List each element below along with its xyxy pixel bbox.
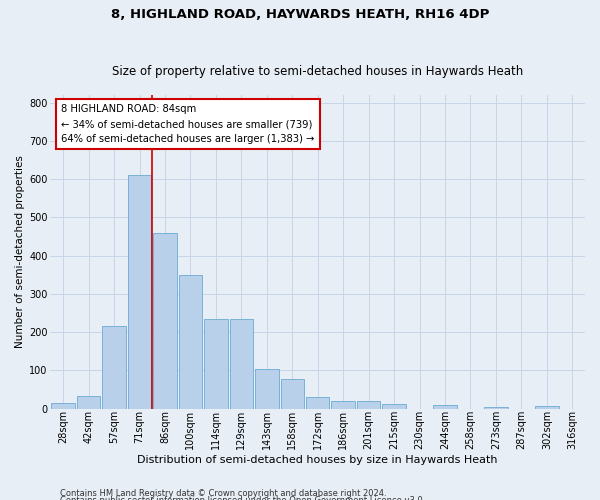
Text: 8, HIGHLAND ROAD, HAYWARDS HEATH, RH16 4DP: 8, HIGHLAND ROAD, HAYWARDS HEATH, RH16 4… (111, 8, 489, 20)
Bar (357, 401, 380, 408)
Title: Size of property relative to semi-detached houses in Haywards Heath: Size of property relative to semi-detach… (112, 66, 523, 78)
Bar (52, 403, 75, 408)
Text: Contains public sector information licensed under the Open Government Licence v3: Contains public sector information licen… (60, 496, 425, 500)
Y-axis label: Number of semi-detached properties: Number of semi-detached properties (15, 156, 25, 348)
Bar (433, 405, 457, 408)
Bar (255, 370, 278, 408)
Text: Contains HM Land Registry data © Crown copyright and database right 2024.: Contains HM Land Registry data © Crown c… (60, 488, 386, 498)
Bar (77, 396, 100, 408)
Bar (484, 407, 508, 408)
Bar (179, 275, 202, 408)
Text: 8 HIGHLAND ROAD: 84sqm
← 34% of semi-detached houses are smaller (739)
64% of se: 8 HIGHLAND ROAD: 84sqm ← 34% of semi-det… (61, 104, 314, 144)
Bar (204, 319, 227, 408)
Bar (535, 406, 559, 408)
Bar (103, 326, 126, 408)
Bar (382, 404, 406, 408)
Bar (306, 397, 329, 408)
Bar (281, 379, 304, 408)
Bar (128, 176, 151, 408)
Bar (331, 401, 355, 408)
Bar (153, 232, 177, 408)
X-axis label: Distribution of semi-detached houses by size in Haywards Heath: Distribution of semi-detached houses by … (137, 455, 498, 465)
Bar (230, 319, 253, 408)
